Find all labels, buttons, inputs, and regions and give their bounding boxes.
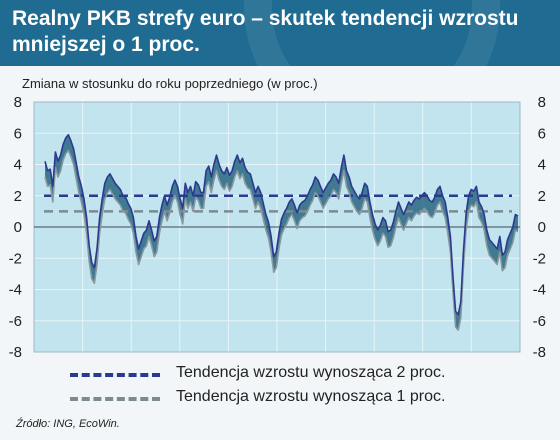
series-gap-area	[45, 134, 518, 331]
y-tick-label-left: -8	[9, 344, 22, 361]
legend-label: Tendencja wzrostu wynosząca 1 proc.	[176, 388, 446, 405]
y-tick-label-right: 2	[538, 188, 546, 205]
y-tick-label-right: 0	[538, 219, 546, 236]
y-tick-label-left: -2	[9, 250, 22, 267]
series-line-2-proc	[44, 134, 519, 316]
y-tick-label-right: -4	[533, 282, 546, 299]
legend-swatch-dashed-blue	[70, 373, 160, 377]
y-tick-label-left: 2	[14, 188, 22, 205]
y-axis-left: 8 6 4 2 0 -2 -4 -6 -8	[9, 94, 22, 361]
y-tick-label-right: -6	[533, 313, 546, 330]
source-note: Źródło: ING, EcoWin.	[16, 418, 120, 430]
y-tick-label-right: -8	[533, 344, 546, 361]
chart-title: Realny PKB strefy euro – skutek tendencj…	[12, 7, 519, 56]
series-lines	[44, 134, 519, 331]
chart-subtitle: Zmiana w stosunku do roku poprzedniego (…	[22, 76, 318, 91]
y-axis-right: 8 6 4 2 0 -2 -4 -6 -8	[533, 94, 546, 361]
y-tick-label-left: 8	[14, 94, 22, 111]
y-tick-label-right: 4	[538, 157, 546, 174]
reference-lines	[44, 194, 512, 213]
y-tick-label-right: -2	[533, 250, 546, 267]
legend-swatch-dashed-gray	[70, 397, 160, 401]
y-tick-label-left: 4	[14, 157, 22, 174]
y-tick-label-left: 0	[14, 219, 22, 236]
series-line-1-proc	[44, 149, 519, 331]
y-tick-label-left: -6	[9, 313, 22, 330]
header-banner: Realny PKB strefy euro – skutek tendencj…	[0, 0, 560, 66]
legend-label: Tendencja wzrostu wynosząca 2 proc.	[176, 364, 446, 381]
y-tick-label-right: 8	[538, 94, 546, 111]
y-tick-label-right: 6	[538, 125, 546, 142]
y-tick-label-left: 6	[14, 125, 22, 142]
difference-fill	[45, 134, 518, 331]
gdp-chart: 8 6 4 2 0 -2 -4 -6 -8 8 6 4 2 0 -2 -4 -6 -8	[9, 94, 546, 361]
y-tick-label-left: -4	[9, 282, 22, 299]
header-decoration	[244, 0, 500, 66]
